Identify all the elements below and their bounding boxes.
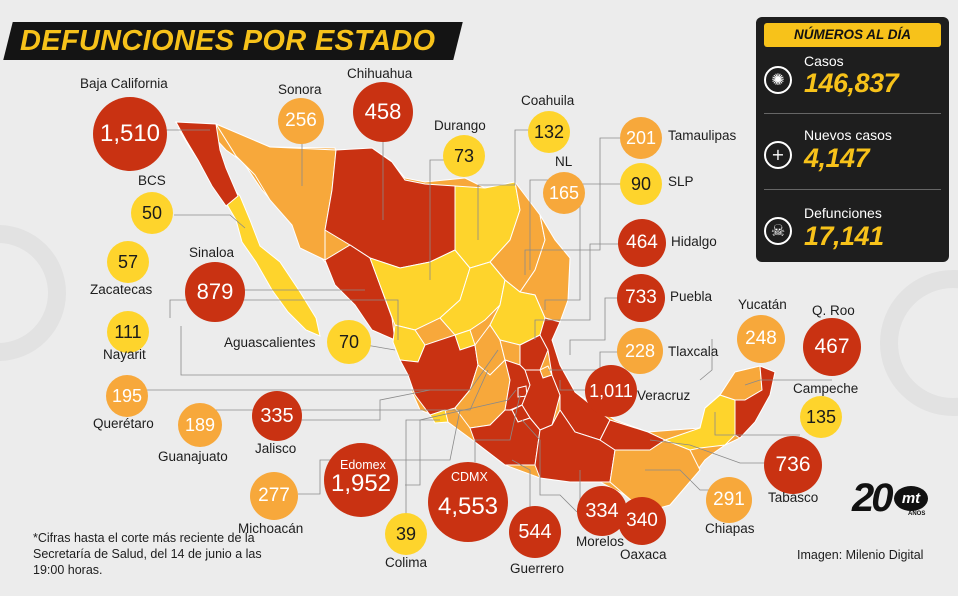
state-bubble-bcs: 50	[131, 192, 173, 234]
state-label-q-roo: Q. Roo	[812, 303, 855, 318]
page-title: DEFUNCIONES POR ESTADO	[20, 25, 436, 57]
map-chiapas	[609, 439, 701, 513]
map-tabasco	[599, 419, 667, 451]
state-label-queretaro: Querétaro	[93, 416, 154, 431]
state-label-bcs: BCS	[138, 173, 166, 188]
state-bubble-aguascalientes: 70	[327, 320, 371, 364]
map-sinaloa	[324, 244, 396, 341]
state-bubble-guanajuato: 189	[178, 403, 222, 447]
state-label-michoacan: Michoacán	[238, 521, 304, 536]
state-label-colima: Colima	[385, 555, 428, 570]
state-bubble-tlaxcala: 228	[617, 328, 663, 374]
state-label-edomex: Edomex	[340, 458, 386, 472]
state-label-morelos: Morelos	[576, 534, 625, 549]
state-label-nl: NL	[555, 154, 573, 169]
state-label-hidalgo: Hidalgo	[671, 234, 717, 249]
logo-anos: AÑOS	[908, 511, 926, 517]
map-sonora	[214, 122, 337, 261]
map-quintana-roo	[734, 365, 776, 439]
state-bubble-yucatan: 248	[737, 315, 785, 363]
footnote: *Cifras hasta el corte más reciente de l…	[33, 531, 262, 577]
map-campeche	[663, 394, 736, 451]
state-bubble-coahuila: 132	[528, 111, 570, 153]
state-bubble-puebla: 733	[617, 274, 665, 322]
summary-panel: NÚMEROS AL DÍA ✺ Casos 146,837 + Nuevos …	[756, 17, 949, 262]
state-label-durango: Durango	[434, 118, 486, 133]
state-label-slp: SLP	[668, 174, 694, 189]
new-cases-value: 4,147	[804, 143, 870, 173]
state-label-puebla: Puebla	[670, 289, 713, 304]
cases-label: Casos	[804, 53, 844, 69]
state-bubble-baja-california: 1,510	[93, 97, 167, 171]
state-bubble-colima: 39	[385, 513, 427, 555]
state-bubble-chihuahua: 458	[353, 82, 413, 142]
new-cases-label: Nuevos casos	[804, 127, 892, 143]
state-label-cdmx: CDMX	[451, 470, 488, 484]
map-guerrero	[469, 409, 541, 466]
state-label-tamaulipas: Tamaulipas	[668, 128, 737, 143]
state-label-sonora: Sonora	[278, 82, 322, 97]
state-label-aguascalientes: Aguascalientes	[224, 335, 316, 350]
summary-header: NÚMEROS AL DÍA	[764, 23, 941, 47]
state-label-zacatecas: Zacatecas	[90, 282, 153, 297]
state-bubble-morelos: 334	[577, 486, 627, 536]
state-bubble-jalisco: 335	[252, 391, 302, 441]
map-baja-california	[175, 121, 239, 207]
state-bubble-guerrero: 544	[509, 506, 561, 558]
state-label-chiapas: Chiapas	[705, 521, 755, 536]
state-bubble-zacatecas: 57	[107, 241, 149, 283]
state-bubble-michoacan: 277	[250, 472, 298, 520]
image-credit: Imagen: Milenio Digital	[797, 548, 924, 562]
logo-20-years: 20	[852, 476, 893, 520]
summary-header-text: NÚMEROS AL DÍA	[793, 27, 911, 42]
state-bubble-queretaro: 195	[106, 375, 148, 417]
state-label-chihuahua: Chihuahua	[347, 66, 413, 81]
state-bubble-tamaulipas: 201	[620, 117, 662, 159]
state-bubble-q-roo: 467	[803, 318, 861, 376]
state-bubble-tabasco: 736	[764, 436, 822, 494]
state-bubble-cdmx: 4,553	[428, 462, 508, 542]
logo-mt: mt	[894, 486, 928, 511]
plus-icon: +	[764, 141, 792, 169]
state-bubble-hidalgo: 464	[618, 219, 666, 267]
state-bubble-edomex: 1,952	[324, 443, 398, 517]
skull-icon: ☠	[764, 217, 792, 245]
cases-value: 146,837	[804, 68, 899, 98]
state-bubble-nl: 165	[543, 172, 585, 214]
state-bubble-slp: 90	[620, 163, 662, 205]
panel-divider	[764, 189, 941, 190]
state-label-veracruz: Veracruz	[637, 388, 691, 403]
state-label-coahuila: Coahuila	[521, 93, 575, 108]
state-label-tlaxcala: Tlaxcala	[668, 344, 719, 359]
deaths-value: 17,141	[804, 221, 884, 251]
state-label-nayarit: Nayarit	[103, 347, 146, 362]
state-label-sinaloa: Sinaloa	[189, 245, 235, 260]
state-bubble-sonora: 256	[278, 98, 324, 144]
state-label-jalisco: Jalisco	[255, 441, 297, 456]
state-bubble-veracruz: 1,011	[585, 365, 637, 417]
state-label-campeche: Campeche	[793, 381, 859, 396]
state-label-guanajuato: Guanajuato	[158, 449, 228, 464]
state-bubble-nayarit: 111	[107, 311, 149, 353]
panel-divider	[764, 113, 941, 114]
state-bubble-campeche: 135	[800, 396, 842, 438]
virus-icon: ✺	[764, 66, 792, 94]
state-bubble-durango: 73	[443, 135, 485, 177]
state-bubble-chiapas: 291	[706, 477, 752, 523]
state-label-yucatan: Yucatán	[738, 297, 787, 312]
state-bubble-sinaloa: 879	[185, 262, 245, 322]
state-label-baja-california: Baja California	[80, 76, 168, 91]
state-label-guerrero: Guerrero	[510, 561, 565, 576]
state-label-oaxaca: Oaxaca	[620, 547, 667, 562]
state-label-tabasco: Tabasco	[768, 490, 819, 505]
deaths-label: Defunciones	[804, 205, 882, 221]
